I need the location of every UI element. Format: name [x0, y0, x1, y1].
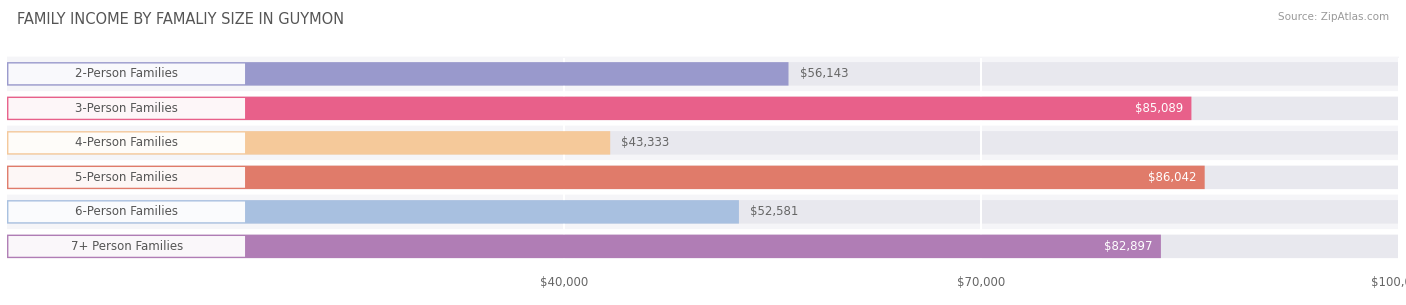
FancyBboxPatch shape [7, 97, 1399, 120]
FancyBboxPatch shape [7, 235, 1161, 258]
FancyBboxPatch shape [7, 62, 789, 86]
FancyBboxPatch shape [0, 160, 1406, 195]
Text: $56,143: $56,143 [800, 67, 848, 81]
FancyBboxPatch shape [8, 98, 245, 119]
Text: 5-Person Families: 5-Person Families [76, 171, 179, 184]
FancyBboxPatch shape [8, 202, 245, 222]
Text: 4-Person Families: 4-Person Families [76, 136, 179, 149]
FancyBboxPatch shape [8, 236, 245, 257]
FancyBboxPatch shape [7, 97, 1191, 120]
FancyBboxPatch shape [0, 229, 1406, 264]
FancyBboxPatch shape [7, 166, 1399, 189]
FancyBboxPatch shape [0, 57, 1406, 91]
Text: $43,333: $43,333 [621, 136, 669, 149]
Text: 2-Person Families: 2-Person Families [76, 67, 179, 81]
Text: $86,042: $86,042 [1147, 171, 1197, 184]
Text: FAMILY INCOME BY FAMALIY SIZE IN GUYMON: FAMILY INCOME BY FAMALIY SIZE IN GUYMON [17, 12, 344, 27]
FancyBboxPatch shape [7, 131, 1399, 155]
FancyBboxPatch shape [0, 91, 1406, 126]
FancyBboxPatch shape [7, 131, 610, 155]
FancyBboxPatch shape [8, 133, 245, 153]
FancyBboxPatch shape [8, 167, 245, 188]
FancyBboxPatch shape [7, 166, 1205, 189]
FancyBboxPatch shape [7, 235, 1399, 258]
Text: $85,089: $85,089 [1135, 102, 1182, 115]
FancyBboxPatch shape [7, 200, 740, 224]
FancyBboxPatch shape [0, 126, 1406, 160]
Text: 6-Person Families: 6-Person Families [76, 205, 179, 218]
FancyBboxPatch shape [7, 62, 1399, 86]
Text: Source: ZipAtlas.com: Source: ZipAtlas.com [1278, 12, 1389, 22]
Text: $82,897: $82,897 [1104, 240, 1153, 253]
Text: 3-Person Families: 3-Person Families [76, 102, 179, 115]
FancyBboxPatch shape [8, 63, 245, 84]
Text: 7+ Person Families: 7+ Person Families [70, 240, 183, 253]
Text: $52,581: $52,581 [749, 205, 799, 218]
FancyBboxPatch shape [7, 200, 1399, 224]
FancyBboxPatch shape [0, 195, 1406, 229]
